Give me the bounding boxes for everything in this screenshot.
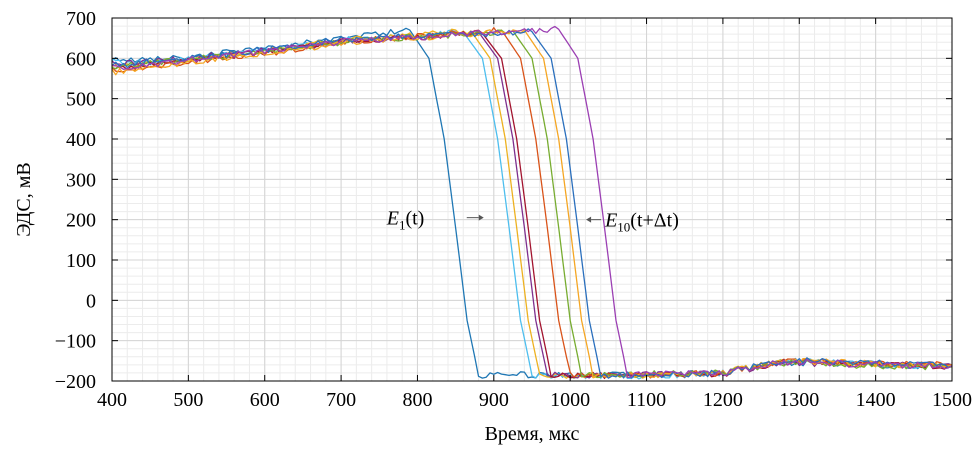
x-tick-label: 1500 — [932, 389, 972, 411]
annotation-arrowhead — [478, 214, 484, 221]
x-tick-label: 1300 — [779, 389, 819, 411]
y-tick-label: 700 — [66, 8, 96, 30]
y-tick-label: 0 — [86, 290, 96, 312]
annotation-arrowhead — [586, 216, 592, 223]
x-tick-label: 400 — [97, 389, 127, 411]
annotations: E1(t) E10(t+Δt) — [386, 208, 679, 235]
x-tick-labels: 400 500 600 700 800 900 1000 1100 1200 1300 1400 15… — [97, 389, 972, 411]
x-tick-label: 500 — [173, 389, 203, 411]
x-tick-label: 600 — [250, 389, 280, 411]
plot-frame — [111, 17, 953, 382]
x-axis-label: Время, мкс — [485, 423, 580, 445]
y-tick-label: 100 — [66, 250, 96, 272]
series-line — [111, 30, 953, 379]
annotation-e1: E1(t) — [386, 208, 484, 233]
tick-marks — [111, 17, 953, 382]
series-line — [111, 28, 953, 379]
annotation-label: E1(t) — [386, 208, 425, 233]
y-tick-labels: −200 −100 0 100 200 300 400 500 600 700 — [55, 8, 96, 393]
x-tick-label: 1100 — [627, 389, 666, 411]
y-tick-label: −100 — [55, 331, 96, 353]
x-tick-label: 800 — [402, 389, 432, 411]
x-tick-label: 1400 — [856, 389, 896, 411]
x-tick-label: 700 — [326, 389, 356, 411]
minor-grid — [111, 17, 953, 382]
y-tick-label: 200 — [66, 210, 96, 232]
y-tick-label: −200 — [55, 371, 96, 393]
x-tick-label: 900 — [479, 389, 509, 411]
y-tick-label: 500 — [66, 89, 96, 111]
y-tick-label: 400 — [66, 129, 96, 151]
major-grid — [111, 17, 953, 382]
series-line — [111, 25, 953, 379]
y-tick-label: 600 — [66, 48, 96, 70]
series-line — [111, 27, 952, 379]
series-layer — [111, 25, 953, 380]
x-tick-label: 1000 — [550, 389, 590, 411]
y-tick-label: 300 — [66, 169, 96, 191]
y-axis-label: ЭДС, мВ — [13, 162, 35, 237]
annotation-label: E10(t+Δt) — [604, 210, 679, 235]
annotation-e10: E10(t+Δt) — [586, 210, 679, 235]
x-tick-label: 1200 — [703, 389, 743, 411]
